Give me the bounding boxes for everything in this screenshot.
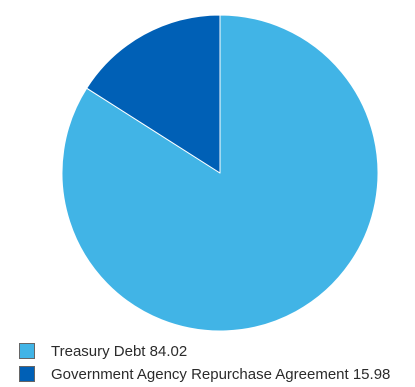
legend-label-treasury-debt: Treasury Debt 84.02 <box>51 343 187 360</box>
legend-label-government-agency-repurchase-agreement: Government Agency Repurchase Agreement 1… <box>51 366 390 383</box>
legend-label-treasury-debt-value: 84.02 <box>149 342 188 360</box>
legend: Treasury Debt 84.02 Government Agency Re… <box>19 341 415 387</box>
legend-swatch-government-agency-repurchase-agreement <box>19 366 35 382</box>
legend-label-treasury-debt-name: Treasury Debt <box>51 342 146 360</box>
legend-swatch-treasury-debt <box>19 343 35 359</box>
legend-label-government-agency-repurchase-agreement-name: Government Agency Repurchase Agreement <box>51 365 349 383</box>
legend-item-treasury-debt: Treasury Debt 84.02 <box>19 341 415 361</box>
legend-item-government-agency-repurchase-agreement: Government Agency Repurchase Agreement 1… <box>19 364 415 384</box>
legend-label-government-agency-repurchase-agreement-value: 15.98 <box>352 365 391 383</box>
pie-slice-government-agency-repurchase-agreement <box>86 14 221 174</box>
pie-plot-area <box>61 14 379 332</box>
pie-slices <box>61 14 379 332</box>
